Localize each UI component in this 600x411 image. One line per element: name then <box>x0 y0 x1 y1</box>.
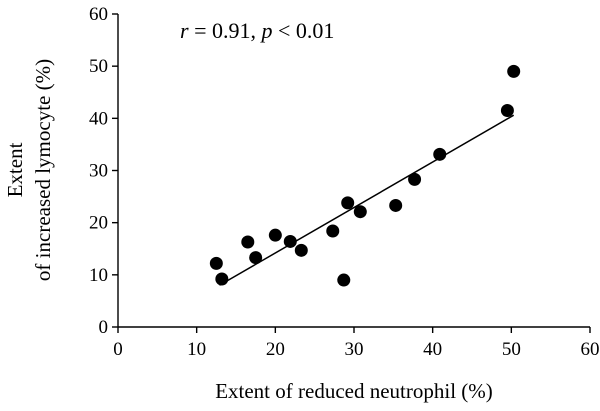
data-point <box>268 228 282 242</box>
data-point <box>353 205 367 219</box>
data-point <box>294 243 308 257</box>
data-point <box>500 104 514 118</box>
data-point <box>433 147 447 161</box>
y-tick-label: 0 <box>99 317 109 338</box>
y-axis-label-line-2: of increased lymocyte (%) <box>31 59 55 281</box>
axes <box>117 14 590 328</box>
data-point <box>507 64 521 78</box>
y-tick-label: 60 <box>89 4 108 25</box>
x-tick-label: 0 <box>113 339 123 360</box>
x-tick-label: 50 <box>502 339 521 360</box>
data-point <box>337 273 351 287</box>
ticks <box>112 13 591 333</box>
data-point <box>326 224 340 238</box>
data-point <box>241 235 255 249</box>
y-axis-label-line-1: Extent <box>3 142 27 197</box>
data-point <box>249 251 263 265</box>
r-value: = 0.91, <box>189 18 262 43</box>
x-axis-label: Extent of reduced neutrophil (%) <box>215 379 493 403</box>
data-point <box>389 198 403 212</box>
x-tick-label: 60 <box>581 339 600 360</box>
data-point <box>341 196 355 210</box>
y-tick-label: 30 <box>89 161 108 182</box>
y-axis-label: Extent of increased lymocyte (%) <box>3 59 55 281</box>
regression-line <box>219 114 515 286</box>
y-tick-label: 50 <box>89 56 108 77</box>
y-tick-label: 40 <box>89 108 108 129</box>
x-tick-label: 30 <box>345 339 364 360</box>
tick-labels: 0 10 20 30 40 50 60 0 10 20 30 40 50 60 <box>89 4 600 360</box>
p-symbol: p <box>259 18 272 43</box>
data-point <box>209 256 223 270</box>
x-tick-label: 20 <box>266 339 285 360</box>
y-tick-label: 10 <box>89 265 108 286</box>
data-point <box>408 172 422 186</box>
x-tick-label: 40 <box>423 339 442 360</box>
y-tick-label: 20 <box>89 213 108 234</box>
data-points <box>209 64 521 287</box>
data-point <box>215 272 229 286</box>
r-symbol: r <box>180 18 189 43</box>
x-tick-label: 10 <box>187 339 206 360</box>
data-point <box>283 234 297 248</box>
p-value: < 0.01 <box>272 18 334 43</box>
correlation-annotation: r = 0.91, p < 0.01 <box>180 18 334 43</box>
